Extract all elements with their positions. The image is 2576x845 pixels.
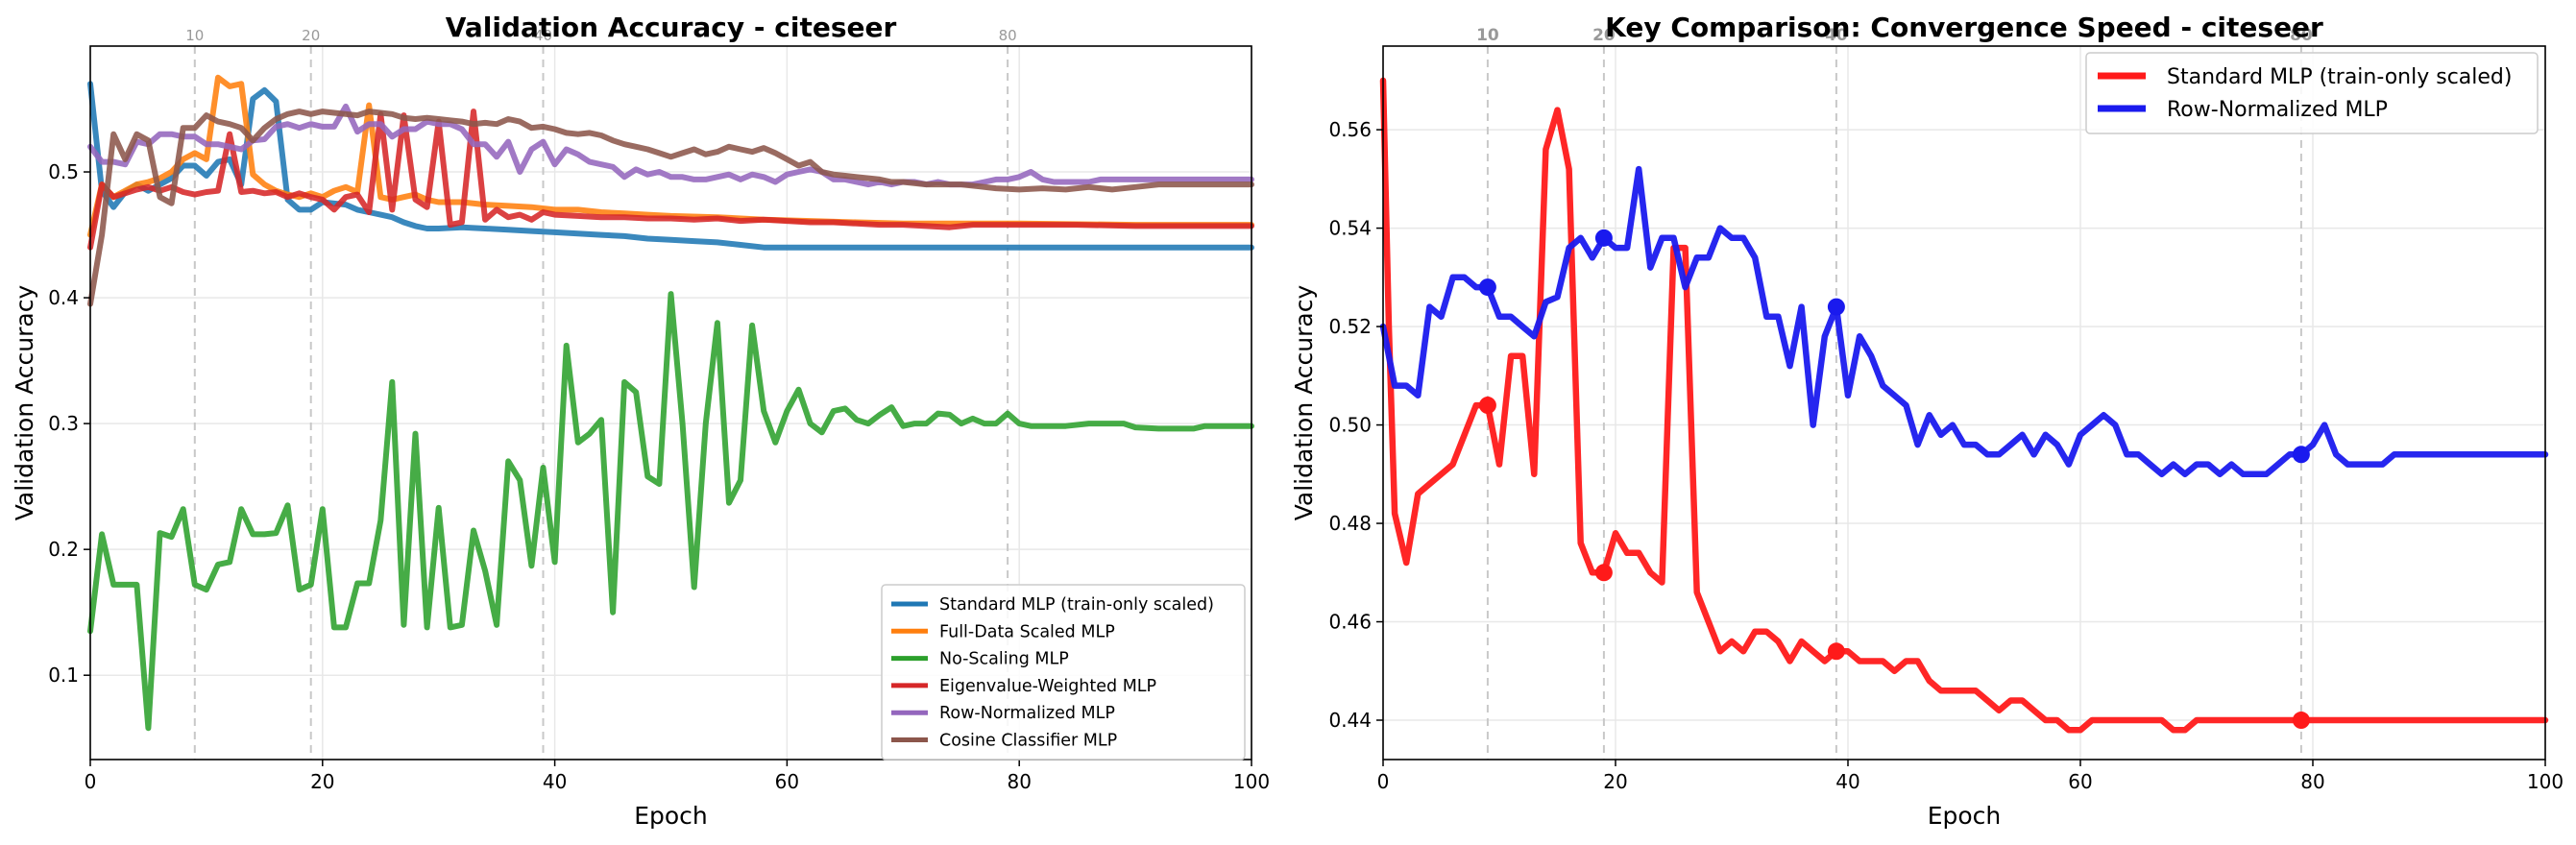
chart1-legend-box xyxy=(881,584,1246,760)
chart2-y-tick-label: 0.52 xyxy=(1328,315,1372,338)
chart2-y-tick-label: 0.50 xyxy=(1328,414,1372,437)
chart1-milestone-label: 80 xyxy=(999,27,1017,44)
chart1-legend-label: No-Scaling MLP xyxy=(939,650,1069,669)
chart2-x-tick-label: 80 xyxy=(2300,770,2324,793)
chart2-y-tick-label: 0.48 xyxy=(1328,512,1372,535)
chart1-legend-label: Full-Data Scaled MLP xyxy=(939,622,1115,641)
chart1-x-tick-label: 40 xyxy=(543,770,567,793)
chart2-milestone-marker xyxy=(1827,642,1845,661)
chart2-x-tick-label: 100 xyxy=(2527,770,2564,793)
chart1-title: Validation Accuracy - citeseer xyxy=(446,12,897,43)
chart2-milestone-marker xyxy=(1827,298,1845,316)
chart1-milestone-label: 20 xyxy=(302,27,320,44)
chart2-milestone-marker xyxy=(2292,446,2310,464)
chart2-milestone-marker xyxy=(1594,564,1613,582)
chart1-y-tick-label: 0.5 xyxy=(48,160,79,183)
chart1-y-tick-label: 0.1 xyxy=(48,664,79,687)
chart2-plot-frame xyxy=(1382,45,2546,760)
chart1-series-line-0 xyxy=(87,81,1254,251)
chart1-x-axis-label: Epoch xyxy=(634,802,708,830)
chart2-series-line-0 xyxy=(1379,77,2549,734)
chart2-y-tick-label: 0.54 xyxy=(1328,217,1372,240)
chart1-y-axis-label: Validation Accuracy xyxy=(11,285,38,521)
chart1-legend-label: Eigenvalue-Weighted MLP xyxy=(939,677,1156,696)
chart2-legend-box xyxy=(2085,52,2539,134)
chart1-x-tick-label: 100 xyxy=(1233,770,1270,793)
chart1-x-tick-label: 80 xyxy=(1007,770,1031,793)
chart2-x-tick-label: 0 xyxy=(1377,770,1390,793)
chart2-y-tick-label: 0.56 xyxy=(1328,118,1372,141)
chart2-title: Key Comparison: Convergence Speed - cite… xyxy=(1605,12,2323,43)
chart1-plot-frame xyxy=(89,45,1252,760)
chart2-milestone-marker xyxy=(2292,712,2310,730)
chart1-series-line-4 xyxy=(87,103,1254,188)
chart1-series-line-3 xyxy=(87,109,1254,251)
chart1-series-line-2 xyxy=(87,291,1254,732)
chart2-legend-label: Standard MLP (train-only scaled) xyxy=(2167,65,2512,89)
chart1-milestone-label: 10 xyxy=(185,27,204,44)
chart1-y-tick-label: 0.2 xyxy=(48,538,79,561)
chart2-y-axis-label: Validation Accuracy xyxy=(1290,285,1318,521)
chart2-milestone-marker xyxy=(1478,397,1496,415)
chart1-x-tick-label: 60 xyxy=(775,770,799,793)
chart2-series-line-1 xyxy=(1379,165,2549,478)
chart2-milestone-label: 10 xyxy=(1476,26,1499,45)
chart2-x-tick-label: 60 xyxy=(2068,770,2092,793)
chart2-milestone-marker xyxy=(1478,278,1496,297)
chart1-x-tick-label: 0 xyxy=(85,770,97,793)
chart1-legend-label: Standard MLP (train-only scaled) xyxy=(939,595,1214,615)
chart1-legend-label: Cosine Classifier MLP xyxy=(939,732,1117,751)
chart2-x-tick-label: 40 xyxy=(1835,770,1859,793)
chart2-y-tick-label: 0.46 xyxy=(1328,611,1372,634)
chart1-y-tick-label: 0.3 xyxy=(48,412,79,435)
chart2-legend-label: Row-Normalized MLP xyxy=(2167,98,2388,122)
chart2-milestone-label: 20 xyxy=(1592,26,1616,45)
chart2-milestone-label: 80 xyxy=(2290,26,2313,45)
chart1-milestone-label: 40 xyxy=(534,27,552,44)
chart2-milestone-marker xyxy=(1594,229,1613,247)
chart2-x-tick-label: 20 xyxy=(1603,770,1627,793)
chart1-y-tick-label: 0.4 xyxy=(48,286,79,309)
chart1-series-line-5 xyxy=(87,109,1254,307)
chart1-legend-label: Row-Normalized MLP xyxy=(939,704,1115,723)
chart2-milestone-label: 40 xyxy=(1825,26,1848,45)
chart2-y-tick-label: 0.44 xyxy=(1328,709,1372,732)
chart1-x-tick-label: 20 xyxy=(310,770,334,793)
chart2-x-axis-label: Epoch xyxy=(1928,802,2002,830)
